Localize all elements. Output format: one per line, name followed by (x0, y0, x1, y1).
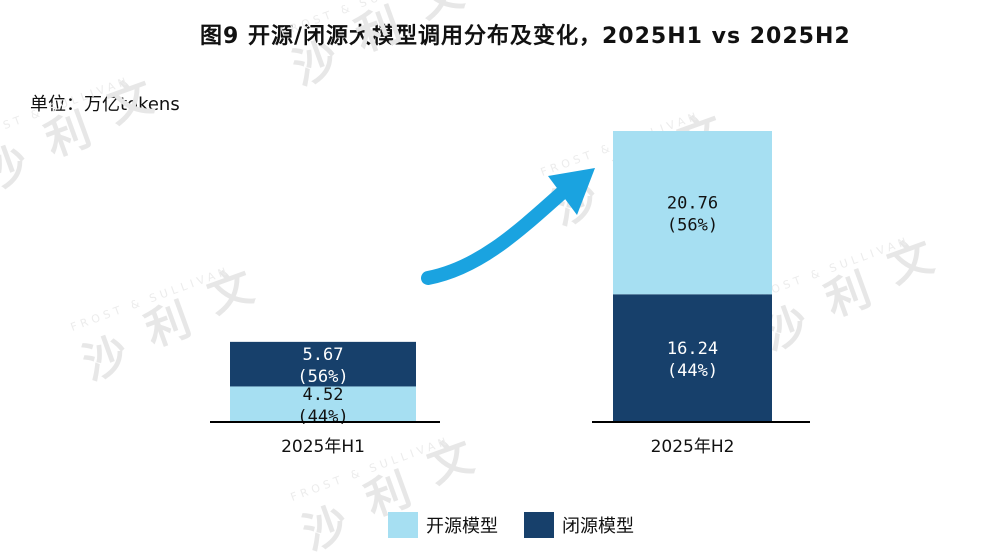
value-label-closed-2: 16.24 (667, 339, 718, 359)
legend-label-open: 开源模型 (426, 516, 498, 537)
watermark-char-a: 沙 (296, 497, 355, 558)
legend-swatch-closed (524, 512, 554, 538)
value-label-closed-1: 5.67 (303, 345, 344, 365)
growth-arrow (421, 183, 572, 285)
bar-layer (230, 131, 772, 422)
watermark-char-a: 沙 (0, 137, 35, 200)
share-label-closed-2: (44%) (667, 361, 718, 381)
bar-open-1 (230, 386, 416, 422)
legend-item-closed: 闭源模型 (524, 512, 634, 538)
legend-swatch-open (388, 512, 418, 538)
chart-title: 图9 开源/闭源大模型调用分布及变化，2025H1 vs 2025H2 (200, 24, 851, 49)
category-tick-2: 2025年H2 (651, 437, 735, 457)
watermark-char-a: 沙 (76, 327, 135, 390)
legend-label-closed: 闭源模型 (562, 516, 634, 537)
legend-item-open: 开源模型 (388, 512, 498, 538)
share-label-closed-1: (56%) (297, 367, 348, 387)
legend: 开源模型 闭源模型 (388, 512, 660, 538)
share-label-open-2: (56%) (667, 216, 718, 236)
bar-open-2 (613, 131, 772, 295)
bar-closed-1 (230, 341, 416, 387)
value-label-open-1: 4.52 (303, 385, 344, 405)
watermark-char-c: 文 (411, 0, 470, 29)
unit-label: 单位：万亿tokens (30, 94, 180, 115)
category-axis: 2025年H1 2025年H2 (281, 437, 734, 457)
bar-closed-2 (613, 294, 772, 422)
share-label-open-1: (44%) (297, 407, 348, 427)
category-tick-1: 2025年H1 (281, 437, 365, 457)
growth-arrow-head (548, 168, 595, 215)
value-label-open-2: 20.76 (667, 194, 718, 214)
watermark-char-a: 沙 (286, 32, 345, 95)
